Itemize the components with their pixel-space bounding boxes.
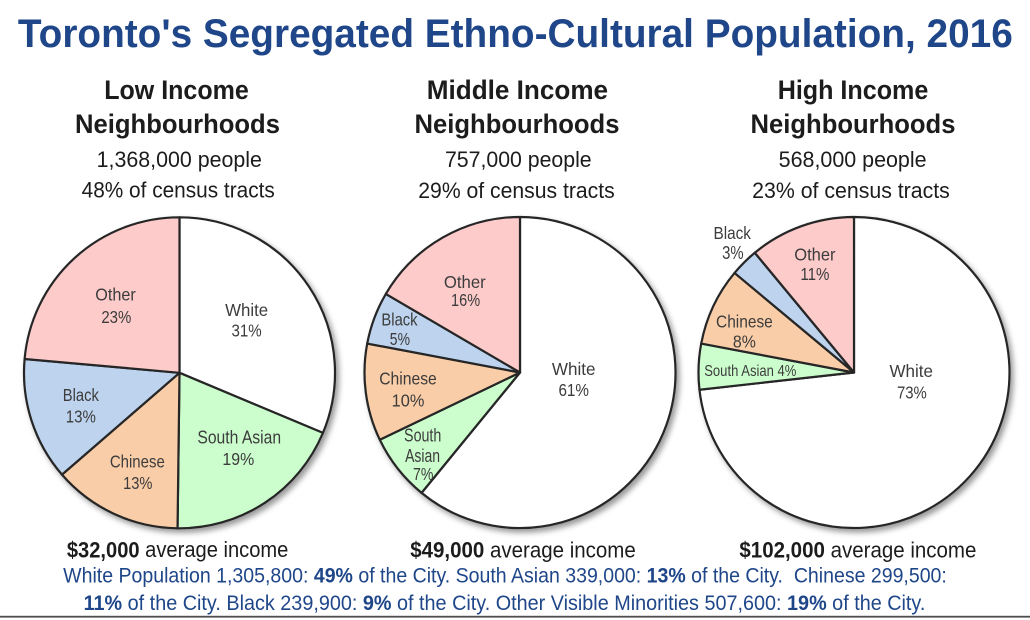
svg-text:Middle Income: Middle Income [427,74,608,104]
svg-text:White Population 1,305,800: 49: White Population 1,305,800: 49% of the C… [63,565,947,588]
svg-text:South Asian 4%: South Asian 4% [704,363,796,380]
svg-text:High Income: High Income [778,74,929,105]
svg-text:48% of census tracts: 48% of census tracts [82,178,275,203]
svg-text:Other: Other [95,285,136,305]
svg-text:13%: 13% [66,406,96,427]
svg-text:23% of census tracts: 23% of census tracts [752,178,950,203]
svg-text:$49,000 average income: $49,000 average income [410,538,636,563]
svg-text:16%: 16% [451,291,480,311]
svg-text:10%: 10% [392,390,425,411]
svg-text:Other: Other [444,272,486,293]
svg-text:11% of the City. Black 239,900: 11% of the City. Black 239,900: 9% of th… [84,592,926,615]
svg-text:Chinese: Chinese [110,451,165,472]
svg-text:73%: 73% [897,382,927,403]
svg-text:Chinese: Chinese [716,312,773,332]
svg-text:1,368,000 people: 1,368,000 people [97,147,262,172]
svg-text:Neighbourhoods: Neighbourhoods [415,109,620,140]
svg-text:5%: 5% [390,329,410,349]
svg-text:757,000 people: 757,000 people [445,147,592,172]
svg-text:Other: Other [794,244,836,265]
svg-text:Toronto's Segregated Ethno-Cul: Toronto's Segregated Ethno-Cultural Popu… [18,11,1013,56]
svg-text:29% of census tracts: 29% of census tracts [418,178,615,203]
svg-text:Neighbourhoods: Neighbourhoods [751,109,956,140]
svg-text:Black: Black [713,223,751,243]
svg-text:White: White [552,358,596,379]
svg-text:3%: 3% [722,244,744,264]
svg-text:19%: 19% [222,449,254,469]
svg-text:61%: 61% [558,380,589,401]
svg-text:South Asian: South Asian [197,428,281,448]
svg-text:23%: 23% [101,307,131,328]
svg-text:White: White [225,300,268,321]
svg-text:South: South [404,426,441,446]
svg-text:Black: Black [63,386,100,406]
svg-text:Asian: Asian [405,446,440,466]
svg-text:8%: 8% [733,332,756,352]
svg-text:Neighbourhoods: Neighbourhoods [75,109,280,140]
svg-text:7%: 7% [413,464,433,484]
svg-text:Chinese: Chinese [379,368,437,388]
svg-text:White: White [889,361,932,382]
svg-text:11%: 11% [800,264,829,285]
svg-text:Black: Black [381,310,418,330]
svg-text:$32,000 average income: $32,000 average income [67,538,289,562]
svg-text:31%: 31% [232,320,262,341]
svg-text:Low Income: Low Income [104,74,249,105]
svg-text:568,000 people: 568,000 people [779,147,927,172]
svg-text:$102,000 average income: $102,000 average income [739,538,976,563]
svg-text:13%: 13% [123,474,152,494]
